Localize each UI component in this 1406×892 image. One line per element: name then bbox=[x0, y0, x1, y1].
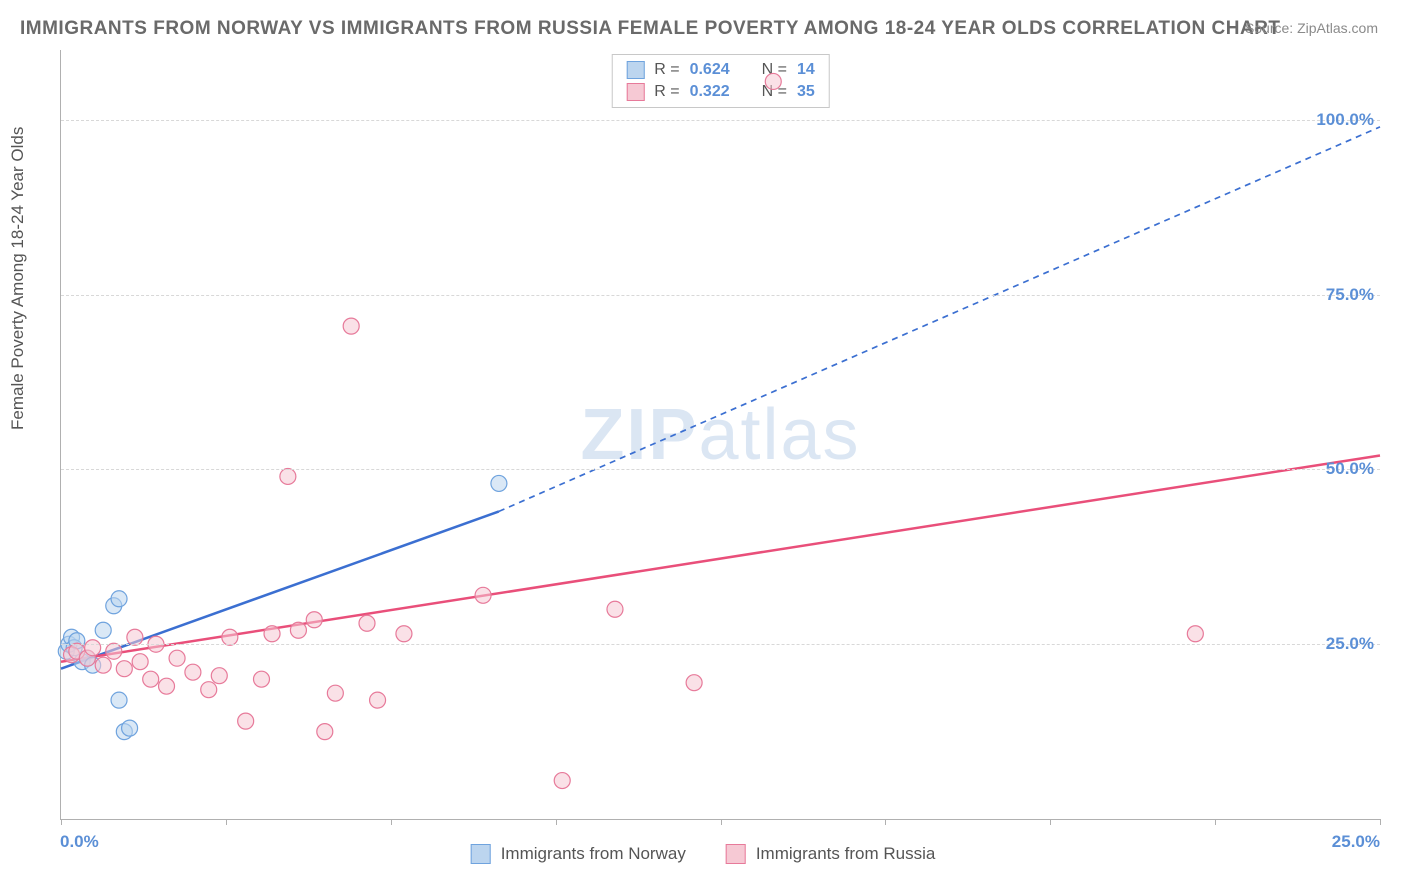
data-point-russia bbox=[306, 612, 322, 628]
data-point-russia bbox=[169, 650, 185, 666]
data-point-norway bbox=[95, 622, 111, 638]
chart-svg bbox=[61, 50, 1380, 819]
gridline-h bbox=[61, 644, 1380, 645]
source-name: ZipAtlas.com bbox=[1297, 20, 1378, 36]
data-point-russia bbox=[253, 671, 269, 687]
data-point-russia bbox=[143, 671, 159, 687]
data-point-russia bbox=[686, 675, 702, 691]
data-point-russia bbox=[106, 643, 122, 659]
data-point-norway bbox=[111, 692, 127, 708]
data-point-russia bbox=[185, 664, 201, 680]
source-attribution: Source: ZipAtlas.com bbox=[1245, 20, 1378, 36]
chart-title: IMMIGRANTS FROM NORWAY VS IMMIGRANTS FRO… bbox=[20, 18, 1281, 40]
data-point-russia bbox=[116, 661, 132, 677]
data-point-russia bbox=[765, 73, 781, 89]
xtick bbox=[721, 819, 722, 825]
data-point-norway bbox=[122, 720, 138, 736]
xtick bbox=[1050, 819, 1051, 825]
ytick-label: 50.0% bbox=[1326, 459, 1374, 479]
ytick-label: 75.0% bbox=[1326, 285, 1374, 305]
data-point-russia bbox=[222, 629, 238, 645]
series-legend: Immigrants from Norway Immigrants from R… bbox=[471, 844, 936, 864]
gridline-h bbox=[61, 295, 1380, 296]
data-point-russia bbox=[238, 713, 254, 729]
data-point-russia bbox=[396, 626, 412, 642]
legend-item-russia: Immigrants from Russia bbox=[726, 844, 935, 864]
xtick bbox=[556, 819, 557, 825]
source-label: Source: bbox=[1245, 20, 1293, 36]
gridline-h bbox=[61, 469, 1380, 470]
legend-label-norway: Immigrants from Norway bbox=[501, 844, 686, 864]
data-point-russia bbox=[211, 668, 227, 684]
data-point-russia bbox=[264, 626, 280, 642]
data-point-russia bbox=[159, 678, 175, 694]
data-point-russia bbox=[1187, 626, 1203, 642]
xtick bbox=[391, 819, 392, 825]
xtick bbox=[1215, 819, 1216, 825]
data-point-russia bbox=[370, 692, 386, 708]
xtick bbox=[885, 819, 886, 825]
data-point-russia bbox=[317, 724, 333, 740]
xtick bbox=[226, 819, 227, 825]
data-point-russia bbox=[201, 682, 217, 698]
data-point-russia bbox=[290, 622, 306, 638]
gridline-h bbox=[61, 120, 1380, 121]
swatch-norway bbox=[471, 844, 491, 864]
data-point-russia bbox=[280, 468, 296, 484]
data-point-russia bbox=[343, 318, 359, 334]
data-point-russia bbox=[127, 629, 143, 645]
legend-item-norway: Immigrants from Norway bbox=[471, 844, 686, 864]
data-point-norway bbox=[111, 591, 127, 607]
x-origin-label: 0.0% bbox=[60, 832, 99, 852]
regression-line-russia bbox=[61, 455, 1380, 661]
regression-line-dashed-norway bbox=[499, 127, 1380, 512]
ytick-label: 100.0% bbox=[1316, 110, 1374, 130]
data-point-norway bbox=[491, 475, 507, 491]
y-axis-label: Female Poverty Among 18-24 Year Olds bbox=[8, 127, 28, 430]
data-point-russia bbox=[607, 601, 623, 617]
plot-area: ZIPatlas R = 0.624 N = 14 R = 0.322 N = … bbox=[60, 50, 1380, 820]
xtick bbox=[1380, 819, 1381, 825]
data-point-russia bbox=[554, 773, 570, 789]
legend-label-russia: Immigrants from Russia bbox=[756, 844, 935, 864]
data-point-russia bbox=[327, 685, 343, 701]
swatch-russia bbox=[726, 844, 746, 864]
data-point-russia bbox=[475, 587, 491, 603]
data-point-russia bbox=[132, 654, 148, 670]
x-max-label: 25.0% bbox=[1332, 832, 1380, 852]
xtick bbox=[61, 819, 62, 825]
data-point-russia bbox=[359, 615, 375, 631]
data-point-russia bbox=[85, 640, 101, 656]
ytick-label: 25.0% bbox=[1326, 634, 1374, 654]
data-point-russia bbox=[95, 657, 111, 673]
